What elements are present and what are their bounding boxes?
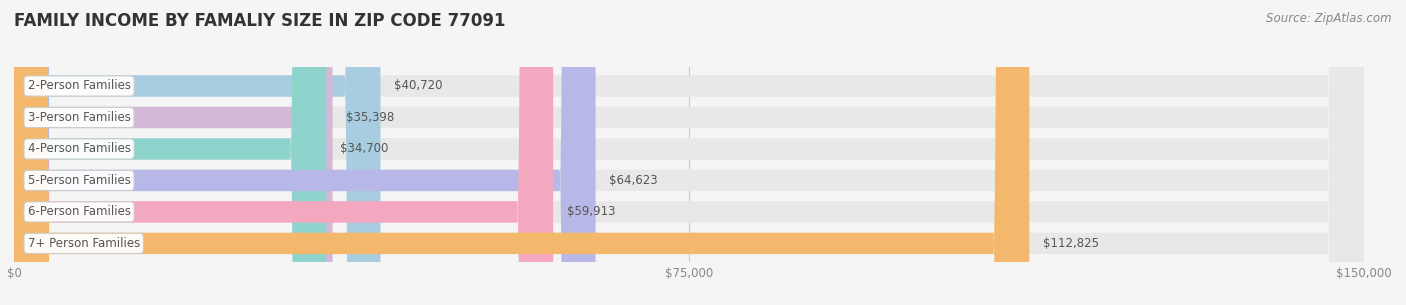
FancyBboxPatch shape — [14, 0, 326, 305]
FancyBboxPatch shape — [14, 0, 1364, 305]
Text: $64,623: $64,623 — [609, 174, 658, 187]
Text: $40,720: $40,720 — [394, 80, 443, 92]
FancyBboxPatch shape — [14, 0, 553, 305]
Text: $112,825: $112,825 — [1043, 237, 1099, 250]
Text: Source: ZipAtlas.com: Source: ZipAtlas.com — [1267, 12, 1392, 25]
FancyBboxPatch shape — [14, 0, 1364, 305]
Text: 5-Person Families: 5-Person Families — [28, 174, 131, 187]
Text: 6-Person Families: 6-Person Families — [28, 206, 131, 218]
FancyBboxPatch shape — [14, 0, 1364, 305]
FancyBboxPatch shape — [14, 0, 381, 305]
FancyBboxPatch shape — [14, 0, 1029, 305]
FancyBboxPatch shape — [14, 0, 1364, 305]
Text: 7+ Person Families: 7+ Person Families — [28, 237, 139, 250]
Text: $34,700: $34,700 — [340, 142, 388, 156]
Text: FAMILY INCOME BY FAMALIY SIZE IN ZIP CODE 77091: FAMILY INCOME BY FAMALIY SIZE IN ZIP COD… — [14, 12, 506, 30]
FancyBboxPatch shape — [14, 0, 1364, 305]
Text: $35,398: $35,398 — [346, 111, 394, 124]
FancyBboxPatch shape — [14, 0, 1364, 305]
FancyBboxPatch shape — [14, 0, 596, 305]
Text: 2-Person Families: 2-Person Families — [28, 80, 131, 92]
Text: $59,913: $59,913 — [567, 206, 616, 218]
FancyBboxPatch shape — [14, 0, 333, 305]
Text: 3-Person Families: 3-Person Families — [28, 111, 131, 124]
Text: 4-Person Families: 4-Person Families — [28, 142, 131, 156]
